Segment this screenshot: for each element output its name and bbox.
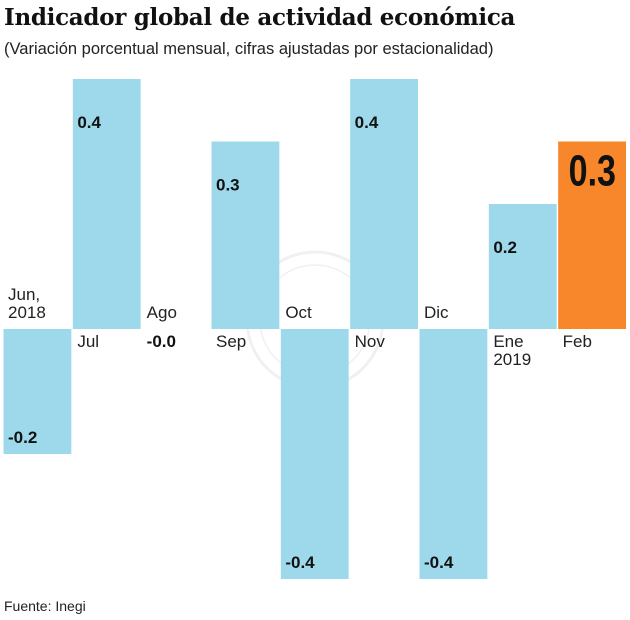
category-label: Dic — [424, 303, 449, 322]
category-label: Oct — [285, 303, 312, 322]
bar — [280, 329, 349, 579]
value-label: 0.2 — [493, 238, 517, 257]
category-label: 2019 — [493, 350, 531, 369]
bar — [211, 141, 280, 329]
category-label: Feb — [563, 332, 592, 351]
category-label: Ene — [493, 332, 523, 351]
value-label: 0.4 — [77, 113, 101, 132]
bar — [419, 329, 488, 579]
category-label: Sep — [216, 332, 246, 351]
category-label: 2018 — [8, 303, 46, 322]
value-label: 0.3 — [569, 147, 616, 196]
category-label: Jul — [77, 332, 99, 351]
bar — [488, 204, 557, 329]
bar — [350, 79, 418, 329]
chart-subtitle: (Variación porcentual mensual, cifras aj… — [4, 40, 494, 58]
value-label: 0.4 — [355, 113, 379, 132]
value-label: 0.3 — [216, 176, 240, 195]
bar — [3, 329, 72, 454]
value-label: -0.0 — [147, 332, 176, 351]
bar — [558, 141, 626, 329]
value-label: -0.4 — [285, 553, 315, 572]
source-note: Fuente: Inegi — [4, 598, 86, 614]
chart-title: Indicador global de actividad económica — [4, 4, 516, 31]
value-label: -0.4 — [424, 553, 454, 572]
value-label: -0.2 — [8, 428, 37, 447]
bar — [72, 79, 141, 329]
category-label: Ago — [147, 303, 177, 322]
category-label: Jun, — [8, 285, 40, 304]
category-label: Nov — [355, 332, 386, 351]
